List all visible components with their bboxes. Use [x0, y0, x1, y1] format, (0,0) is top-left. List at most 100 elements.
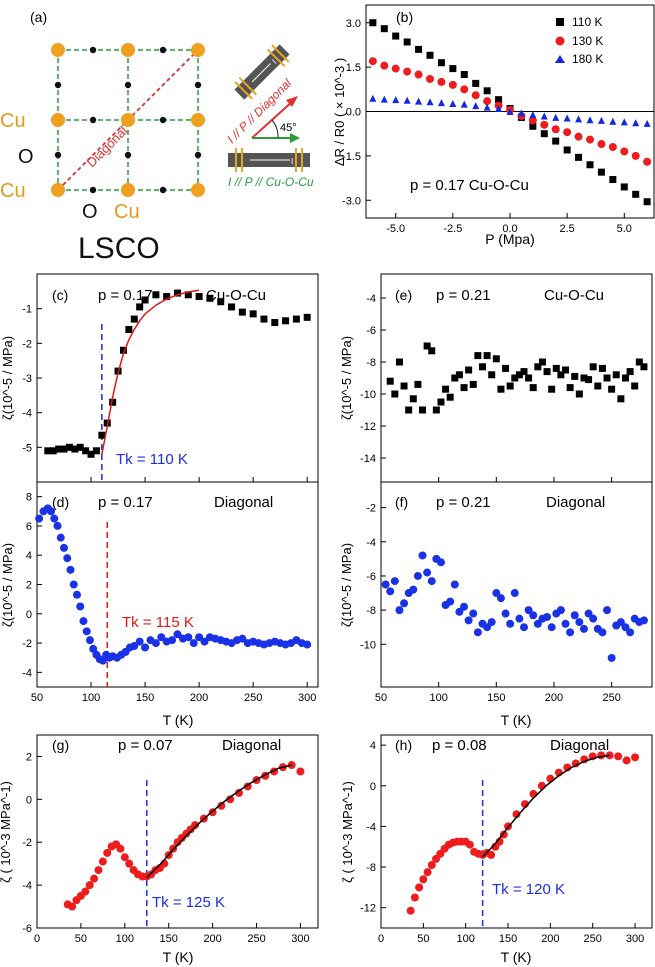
data-point-g-s0	[120, 853, 129, 862]
data-point-b-s2	[449, 100, 457, 108]
data-point-e-s0	[455, 371, 463, 379]
o-site	[194, 151, 202, 159]
annotation-h-p: p = 0.08	[432, 737, 487, 754]
data-point-f-s0	[473, 628, 482, 637]
cu-site	[121, 183, 135, 197]
fit-curve-c	[101, 289, 200, 455]
legend-marker-130k	[555, 36, 565, 46]
panel-c: -5 -4 -3 -2 -1 (c) p = 0.17 Cu-O-Cu Tk = 110…	[0, 273, 319, 483]
data-point-c-s0	[60, 445, 68, 453]
data-point-e-s0	[460, 384, 468, 392]
x-tick-label: 250	[244, 692, 262, 704]
x-tick-label: 150	[487, 692, 505, 704]
data-point-c-s0	[260, 315, 268, 323]
panel-g-label: (g)	[52, 737, 69, 753]
data-point-e-s0	[515, 371, 523, 379]
data-point-b-s1	[403, 67, 412, 76]
tk-label-c: Tk = 110 K	[116, 451, 188, 468]
data-point-b-s1	[563, 128, 572, 137]
data-point-f-s0	[607, 653, 616, 662]
o-site	[89, 46, 97, 54]
data-point-e-s0	[442, 385, 450, 393]
y-tick-label: -14	[360, 453, 376, 465]
y-axis-label-d: ζ(10^-5 / MPa)	[0, 543, 15, 627]
data-point-f-s0	[543, 612, 552, 621]
data-point-f-s0	[483, 623, 492, 632]
data-point-c-s0	[119, 346, 127, 354]
x-tick-label: 50	[375, 692, 387, 704]
data-point-g-s0	[90, 874, 99, 883]
legend-diagonal: I // P // Diagonal	[224, 76, 294, 146]
data-point-b-s1	[426, 74, 434, 83]
data-point-e-s0	[428, 347, 436, 355]
data-point-g-s0	[234, 788, 243, 797]
o-label-bottom: O	[82, 201, 98, 223]
data-point-b-s2	[643, 119, 651, 127]
o-site	[194, 81, 202, 89]
data-point-f-s0	[529, 611, 538, 620]
x-tick-label: 150	[499, 933, 517, 945]
data-point-g-s0	[94, 866, 103, 875]
data-point-f-s0	[589, 614, 598, 623]
data-point-d-s0	[79, 617, 88, 626]
data-point-e-s0	[446, 393, 454, 401]
svg-text:I: I	[291, 157, 293, 166]
data-point-c-s0	[49, 447, 57, 455]
x-tick-label: 300	[298, 692, 316, 704]
legend-marker-110k	[556, 18, 564, 26]
data-point-e-s0	[391, 390, 399, 398]
y-tick-label: -2	[22, 837, 32, 849]
data-point-b-s0	[575, 153, 583, 161]
y-tick-label: -8	[366, 357, 376, 369]
panel-e: -14 -12 -10 -8 -6 -4 (e) p = 0.21 Cu-O-Cu ζ(1…	[339, 273, 653, 483]
data-point-d-s0	[189, 639, 198, 648]
data-point-c-s0	[65, 443, 73, 451]
sample-diagonal: I	[234, 44, 290, 100]
data-point-d-s0	[72, 590, 81, 599]
y-tick-label: -6	[366, 571, 376, 583]
data-point-h-s0	[406, 906, 415, 915]
data-point-e-s0	[405, 406, 413, 414]
cu-site	[121, 43, 135, 57]
data-point-f-s0	[446, 597, 455, 606]
data-point-d-s0	[76, 602, 85, 611]
data-point-b-s0	[552, 137, 560, 145]
data-point-f-s0	[464, 616, 473, 625]
data-point-h-s0	[419, 875, 428, 884]
data-point-b-s0	[632, 190, 640, 198]
diagonal-arrow	[251, 99, 295, 139]
data-point-h-s0	[410, 893, 419, 902]
data-point-b-s1	[528, 116, 537, 125]
data-point-b-s2	[586, 116, 594, 124]
x-tick-label: -5.0	[386, 223, 405, 235]
data-point-b-s0	[392, 32, 400, 40]
legend-label-180k: 180 K	[572, 52, 603, 66]
data-point-b-s1	[460, 85, 469, 94]
data-point-f-s0	[561, 619, 570, 628]
annotation-g-dir: Diagonal	[222, 737, 281, 754]
data-point-f-s0	[423, 568, 432, 577]
data-point-b-s0	[495, 96, 503, 104]
data-point-b-s1	[597, 140, 606, 149]
data-point-f-s0	[492, 589, 501, 598]
data-point-e-s0	[580, 374, 588, 382]
data-point-b-s0	[449, 65, 457, 73]
y-tick-label: 3.0	[346, 18, 361, 30]
data-point-f-s0	[584, 609, 593, 618]
y-tick-label: -12	[360, 421, 376, 433]
x-tick-label: 0.0	[502, 223, 517, 235]
data-point-c-s0	[92, 447, 100, 455]
cu-site	[191, 183, 205, 197]
y-axis-label-b: ΔR / R0 ( × 10^-3 )	[332, 58, 347, 166]
data-point-b-s0	[597, 168, 605, 176]
data-point-b-s2	[563, 114, 571, 122]
data-point-c-s0	[71, 445, 79, 453]
data-point-b-s0	[437, 59, 445, 67]
data-point-c-s0	[76, 443, 84, 451]
data-point-b-s2	[426, 98, 434, 106]
data-point-c-s0	[238, 308, 246, 316]
x-tick-label: 150	[136, 692, 154, 704]
data-point-e-s0	[409, 395, 417, 403]
data-point-d-s0	[303, 640, 312, 649]
data-point-b-s0	[643, 198, 651, 206]
